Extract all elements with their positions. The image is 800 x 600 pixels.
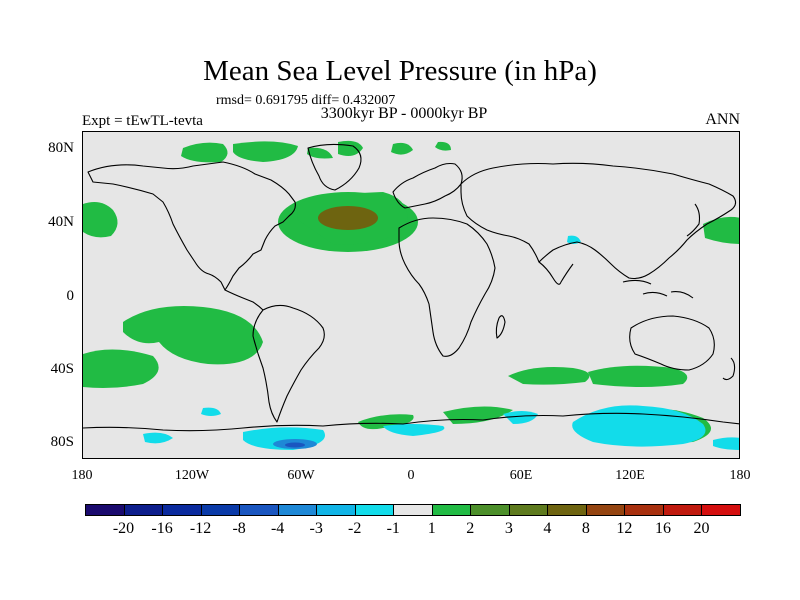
anomaly-cyan-blob-4 bbox=[713, 437, 739, 450]
anomaly-south-pacific bbox=[123, 306, 263, 365]
colorbar-swatch bbox=[585, 504, 626, 516]
colorbar-swatch bbox=[393, 504, 433, 516]
xtick-180w: 180 bbox=[71, 468, 93, 483]
colorbar-label: -3 bbox=[309, 520, 323, 537]
anomaly-arctic-blob bbox=[307, 147, 333, 159]
colorbar-swatch bbox=[239, 504, 279, 516]
anomaly-antarctic-cyan-3 bbox=[383, 424, 445, 436]
colorbar-swatch bbox=[316, 504, 356, 516]
colorbar-label: 1 bbox=[427, 520, 436, 537]
colorbar-label: -1 bbox=[386, 520, 400, 537]
ytick-40s: 40S bbox=[50, 361, 74, 377]
xtick-0: 0 bbox=[407, 468, 415, 483]
colorbar-swatch bbox=[431, 504, 472, 516]
anomaly-southern-ocean-australia bbox=[588, 365, 688, 387]
colorbar-label: -4 bbox=[270, 520, 285, 537]
ytick-0: 0 bbox=[66, 288, 75, 304]
coastline-antarctica bbox=[83, 412, 739, 432]
coastline-australia bbox=[629, 315, 715, 371]
colorbar-swatch bbox=[277, 504, 318, 516]
colorbar-label: 20 bbox=[693, 520, 710, 537]
coastline-madagascar bbox=[495, 315, 506, 339]
anomaly-arctic-siberia bbox=[391, 142, 413, 155]
colorbar-label: 4 bbox=[543, 520, 552, 537]
anomaly-arctic-west bbox=[181, 142, 228, 163]
colorbar-label: 3 bbox=[504, 520, 513, 537]
coastline-central-america bbox=[224, 289, 264, 311]
season-label: ANN bbox=[705, 111, 740, 128]
xtick-180e: 180 bbox=[729, 468, 751, 483]
colorbar-swatch bbox=[470, 504, 510, 516]
xtick-60e: 60E bbox=[509, 468, 533, 483]
coastlines bbox=[83, 143, 739, 432]
colorbar-swatch bbox=[354, 504, 395, 516]
ytick-80s: 80S bbox=[50, 434, 74, 450]
ytick-40n: 40N bbox=[48, 214, 74, 230]
anomaly-ross-deep bbox=[285, 442, 305, 448]
anomaly-fields bbox=[83, 140, 739, 450]
coastline-europe bbox=[392, 162, 463, 209]
stats-text: rmsd= 0.691795 diff= 0.432007 bbox=[216, 93, 396, 108]
colorbar-swatch bbox=[624, 504, 664, 516]
anomaly-antarctic-green bbox=[443, 406, 513, 424]
period-text: 3300kyr BP - 0000kyr BP bbox=[320, 105, 488, 122]
colorbar-label: -16 bbox=[151, 520, 173, 537]
ytick-80n: 80N bbox=[48, 140, 74, 156]
anomaly-north-atlantic-core bbox=[318, 206, 378, 230]
colorbar-label: -2 bbox=[348, 520, 362, 537]
coastline-north-america bbox=[87, 161, 296, 291]
colorbar-swatch bbox=[162, 504, 202, 516]
experiment-label: Expt = tEwTL-tevta bbox=[82, 113, 203, 129]
xtick-120e: 120E bbox=[615, 468, 645, 483]
anomaly-southern-ocean-band bbox=[83, 349, 159, 388]
anomaly-cyan-blob-2 bbox=[201, 407, 221, 416]
anomaly-antarctic-cyan bbox=[572, 405, 706, 447]
coastline-japan bbox=[686, 203, 701, 237]
colorbar-label: 12 bbox=[616, 520, 633, 537]
colorbar-label: -12 bbox=[189, 520, 212, 537]
map-title: Mean Sea Level Pressure (in hPa) bbox=[203, 55, 597, 87]
colorbar-swatch bbox=[547, 504, 587, 516]
anomaly-arctic-mid bbox=[233, 141, 298, 162]
anomaly-arctic-small bbox=[435, 141, 451, 151]
colorbar-swatch bbox=[662, 504, 703, 516]
colorbar-swatch bbox=[123, 504, 164, 516]
coastline-greenland bbox=[307, 143, 362, 191]
coastline-south-america bbox=[252, 304, 325, 423]
anomaly-cyan-blob-1 bbox=[143, 432, 173, 444]
colorbar-label: 8 bbox=[581, 520, 590, 537]
anomaly-south-indian bbox=[508, 367, 590, 385]
colorbar-label: -20 bbox=[112, 520, 135, 537]
colorbar-swatch bbox=[508, 504, 549, 516]
colorbar-label: 16 bbox=[654, 520, 671, 537]
anomaly-antarctic-fringe bbox=[358, 414, 414, 430]
colorbar-swatch bbox=[200, 504, 241, 516]
xtick-120w: 120W bbox=[174, 468, 210, 483]
anomaly-nw-pacific bbox=[703, 216, 739, 244]
colorbar-swatch bbox=[701, 504, 741, 516]
coastline-se-asia-islands bbox=[622, 279, 694, 299]
map-svg bbox=[83, 140, 739, 450]
anomaly-ne-pacific bbox=[83, 202, 118, 238]
colorbar-swatch bbox=[85, 504, 125, 516]
map-panel bbox=[82, 131, 740, 459]
anomaly-arctic-east bbox=[338, 140, 363, 156]
xtick-60w: 60W bbox=[287, 468, 315, 483]
coastline-new-zealand bbox=[722, 357, 736, 381]
coastline-africa bbox=[398, 217, 496, 357]
colorbar-label: -8 bbox=[232, 520, 246, 537]
coastline-india bbox=[538, 261, 574, 285]
anomaly-antarctic-cyan-2 bbox=[503, 411, 538, 424]
coastline-asia bbox=[460, 162, 737, 280]
colorbar-label: 2 bbox=[466, 520, 475, 537]
